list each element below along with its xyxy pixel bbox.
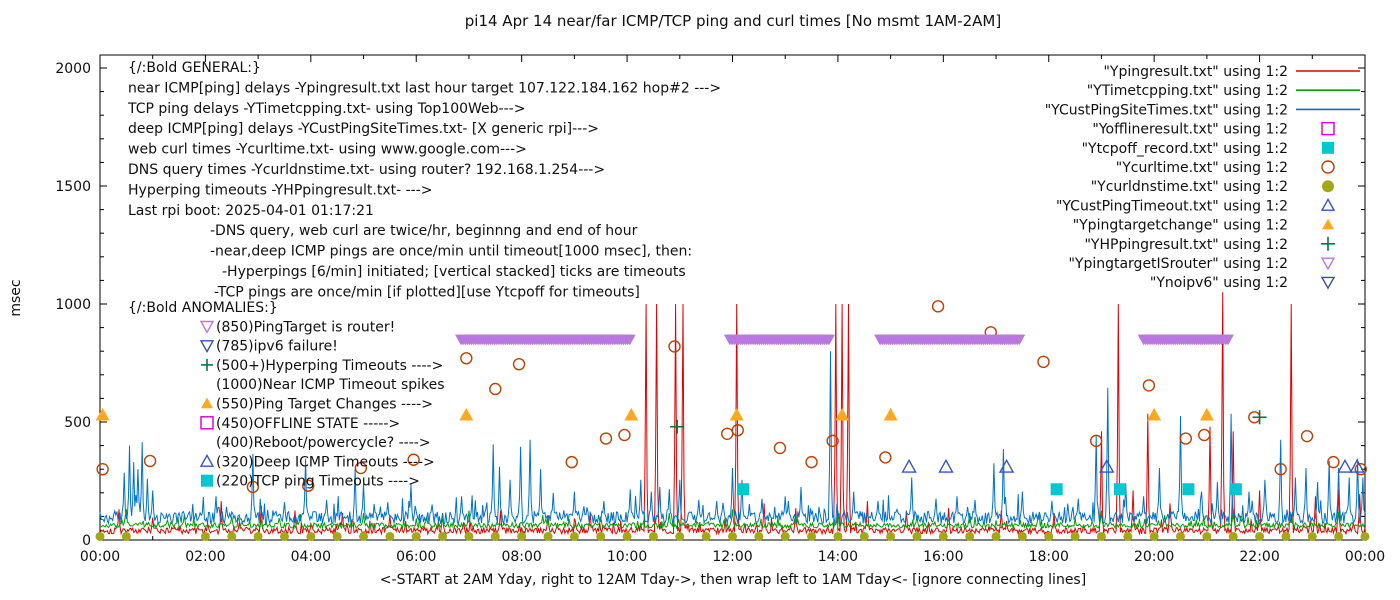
svg-text:(450)OFFLINE STATE ----->: (450)OFFLINE STATE ----->: [216, 416, 400, 432]
svg-text:-DNS query, web curl are twice: -DNS query, web curl are twice/hr, begin…: [210, 223, 638, 239]
svg-text:"YHPpingresult.txt" using 1:2: "YHPpingresult.txt" using 1:2: [1084, 237, 1288, 253]
svg-text:"Ycurltime.txt" using 1:2: "Ycurltime.txt" using 1:2: [1116, 160, 1288, 176]
svg-text:DNS query times -Ycurldnstime.: DNS query times -Ycurldnstime.txt- using…: [128, 162, 605, 178]
svg-text:"YCustPingTimeout.txt" using 1: "YCustPingTimeout.txt" using 1:2: [1056, 198, 1288, 214]
svg-text:"Ycurldnstime.txt" using 1:2: "Ycurldnstime.txt" using 1:2: [1091, 179, 1288, 195]
legend-entry-YpingtargetISrouter: "YpingtargetISrouter" using 1:2: [1068, 256, 1336, 272]
svg-text:(400)Reboot/powercycle? ---->: (400)Reboot/powercycle? ---->: [216, 435, 431, 451]
svg-text:-Hyperpings [6/min] initiated;: -Hyperpings [6/min] initiated; [vertical…: [222, 264, 686, 280]
svg-text:18:00: 18:00: [1029, 549, 1069, 565]
legend-entry-Yofflineresult: "Yofflineresult.txt" using 1:2: [1092, 122, 1335, 138]
svg-text:"YCustPingSiteTimes.txt" using: "YCustPingSiteTimes.txt" using 1:2: [1045, 102, 1288, 118]
svg-text:00:00: 00:00: [80, 549, 120, 565]
svg-text:22:00: 22:00: [1239, 549, 1279, 565]
chart-title: pi14 Apr 14 near/far ICMP/TCP ping and c…: [465, 12, 1001, 30]
legend-entry-Ytcpoff_record: "Ytcpoff_record.txt" using 1:2: [1082, 141, 1334, 157]
series-Ypingtargetchange: [95, 407, 1214, 421]
svg-text:deep ICMP[ping] delays -YCustP: deep ICMP[ping] delays -YCustPingSiteTim…: [128, 121, 599, 137]
series-YCustPingSiteTimes: [99, 351, 1366, 526]
svg-text:0: 0: [82, 533, 91, 549]
svg-text:{/:Bold ANOMALIES:}: {/:Bold ANOMALIES:}: [128, 300, 278, 316]
svg-text:2000: 2000: [55, 61, 91, 77]
svg-text:1000: 1000: [55, 297, 91, 313]
svg-text:500: 500: [64, 415, 91, 431]
axes: 00:00 02:00 04:00 06:00 08:00 10:00 12:00 14:00…: [55, 54, 1385, 565]
svg-text:-TCP pings are once/min [if pl: -TCP pings are once/min [if plotted][use…: [214, 284, 640, 300]
series-Ytcpoff_record: [737, 483, 1242, 496]
legend-entry-Ycurldnstime: "Ycurldnstime.txt" using 1:2: [1091, 179, 1334, 195]
series-YpingtargetISrouter: [455, 334, 1234, 346]
legend-entry-Ycurltime: "Ycurltime.txt" using 1:2: [1116, 160, 1335, 176]
svg-text:02:00: 02:00: [185, 549, 225, 565]
svg-text:20:00: 20:00: [1134, 549, 1174, 565]
series-Ypingresult: [99, 292, 1366, 536]
svg-text:06:00: 06:00: [396, 549, 436, 565]
svg-text:04:00: 04:00: [291, 549, 331, 565]
series-Ycurltime: [96, 300, 1367, 494]
svg-text:"YTimetcpping.txt" using 1:2: "YTimetcpping.txt" using 1:2: [1087, 83, 1288, 99]
svg-text:1500: 1500: [55, 179, 91, 195]
svg-text:10:00: 10:00: [607, 549, 647, 565]
svg-text:near ICMP[ping] delays -Ypingr: near ICMP[ping] delays -Ypingresult.txt …: [128, 80, 721, 96]
svg-text:web curl times -Ycurltime.txt-: web curl times -Ycurltime.txt- using www…: [128, 142, 527, 158]
plot-series: [95, 292, 1370, 541]
svg-text:-near,deep ICMP pings are once: -near,deep ICMP pings are once/min until…: [210, 244, 692, 260]
series-YHPpingresult: [670, 410, 1267, 434]
series-Ycurldnstime: [95, 531, 1370, 541]
svg-text:(850)PingTarget is router!: (850)PingTarget is router!: [216, 319, 395, 335]
svg-text:(320)Deep ICMP Timeouts ---->: (320)Deep ICMP Timeouts ---->: [216, 454, 435, 470]
legend-entry-YHPpingresult: "YHPpingresult.txt" using 1:2: [1084, 236, 1335, 253]
annotation-anomalies: {/:Bold ANOMALIES:} (850)PingTarget is ro…: [128, 300, 445, 490]
svg-text:(500+)Hyperping Timeouts ---->: (500+)Hyperping Timeouts ---->: [216, 358, 443, 374]
series-YCustPingTimeout: [901, 458, 1365, 473]
svg-text:16:00: 16:00: [923, 549, 963, 565]
annotation-general: {/:Bold GENERAL:} near ICMP[ping] delays …: [127, 60, 721, 300]
svg-text:(1000)Near ICMP Timeout spikes: (1000)Near ICMP Timeout spikes: [216, 377, 445, 393]
svg-text:Hyperping timeouts -YHPpingres: Hyperping timeouts -YHPpingresult.txt- -…: [128, 182, 433, 198]
svg-text:"Ypingresult.txt" using 1:2: "Ypingresult.txt" using 1:2: [1103, 64, 1288, 80]
svg-text:(785)ipv6 failure!: (785)ipv6 failure!: [216, 339, 338, 355]
svg-text:"YpingtargetISrouter" using 1:: "YpingtargetISrouter" using 1:2: [1068, 256, 1288, 272]
svg-text:00:00: 00:00: [1345, 549, 1385, 565]
plot-annotations: {/:Bold GENERAL:} near ICMP[ping] delays …: [127, 60, 721, 490]
svg-text:"Ypingtargetchange" using 1:2: "Ypingtargetchange" using 1:2: [1073, 218, 1288, 234]
svg-text:"Ynoipv6" using 1:2: "Ynoipv6" using 1:2: [1150, 275, 1288, 291]
legend-entry-YCustPingSiteTimes: "YCustPingSiteTimes.txt" using 1:2: [1045, 102, 1360, 118]
legend: "Ypingresult.txt" using 1:2 "YTimetcpping…: [1045, 64, 1360, 291]
legend-entry-YTimetcpping: "YTimetcpping.txt" using 1:2: [1087, 83, 1360, 99]
svg-text:"Yofflineresult.txt" using 1:2: "Yofflineresult.txt" using 1:2: [1092, 122, 1288, 138]
series-YTimetcpping: [99, 509, 1366, 530]
svg-text:(220)TCP ping Timeouts ---->: (220)TCP ping Timeouts ---->: [216, 474, 420, 490]
svg-text:(550)Ping Target Changes ---->: (550)Ping Target Changes ---->: [216, 397, 433, 413]
svg-text:TCP ping delays -YTimetcpping.: TCP ping delays -YTimetcpping.txt- using…: [127, 101, 525, 117]
svg-text:Last rpi boot: 2025-04-01 01:1: Last rpi boot: 2025-04-01 01:17:21: [128, 203, 374, 219]
svg-text:14:00: 14:00: [818, 549, 858, 565]
legend-entry-YCustPingTimeout: "YCustPingTimeout.txt" using 1:2: [1056, 197, 1336, 214]
legend-entry-Ypingresult: "Ypingresult.txt" using 1:2: [1103, 64, 1360, 80]
svg-text:"Ytcpoff_record.txt" using 1:2: "Ytcpoff_record.txt" using 1:2: [1082, 141, 1288, 157]
y-axis-title: msec: [8, 279, 24, 316]
svg-text:{/:Bold GENERAL:}: {/:Bold GENERAL:}: [128, 60, 261, 76]
legend-entry-Ynoipv6: "Ynoipv6" using 1:2: [1150, 275, 1336, 291]
svg-text:08:00: 08:00: [501, 549, 541, 565]
svg-text:12:00: 12:00: [712, 549, 752, 565]
legend-entry-Ypingtargetchange: "Ypingtargetchange" using 1:2: [1073, 218, 1334, 234]
x-axis-title: <-START at 2AM Yday, right to 12AM Tday-…: [380, 572, 1086, 588]
